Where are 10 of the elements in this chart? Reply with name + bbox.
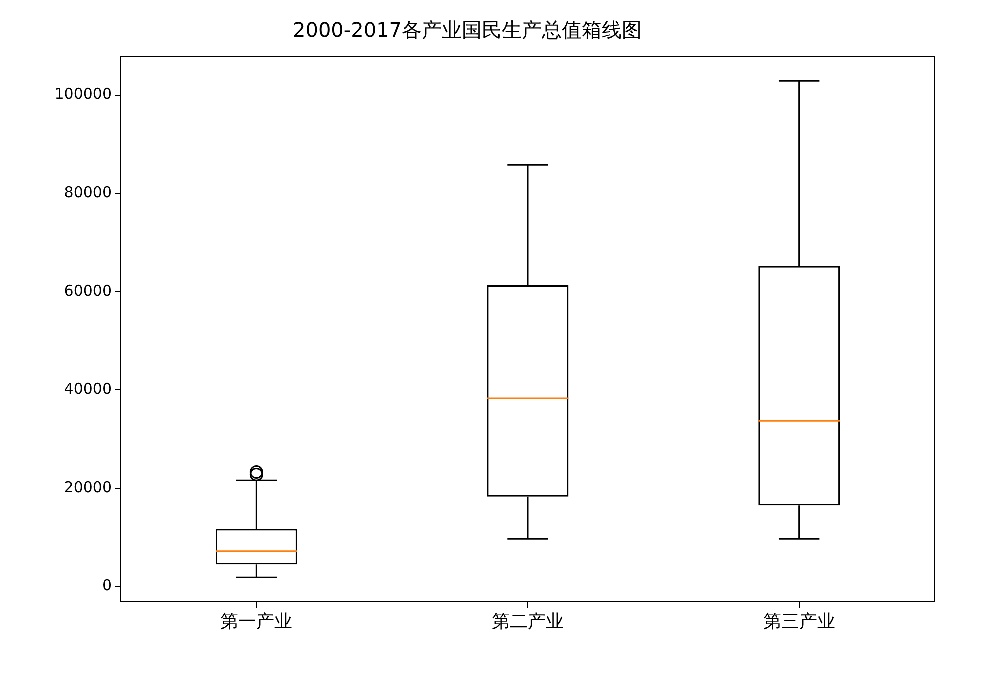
y-tick-label: 100000: [54, 85, 112, 104]
y-tick-label: 20000: [64, 478, 112, 496]
y-tick-label: 0: [102, 576, 112, 595]
x-tick-label: 第三产业: [763, 611, 836, 632]
y-tick-label: 80000: [64, 184, 112, 202]
y-tick-label: 40000: [64, 380, 112, 398]
x-tick-label: 第二产业: [492, 611, 564, 632]
chart-title: 2000-2017各产业国民生产总值箱线图: [292, 18, 642, 42]
x-tick-label: 第一产业: [220, 611, 293, 632]
y-tick-label: 60000: [64, 282, 112, 300]
